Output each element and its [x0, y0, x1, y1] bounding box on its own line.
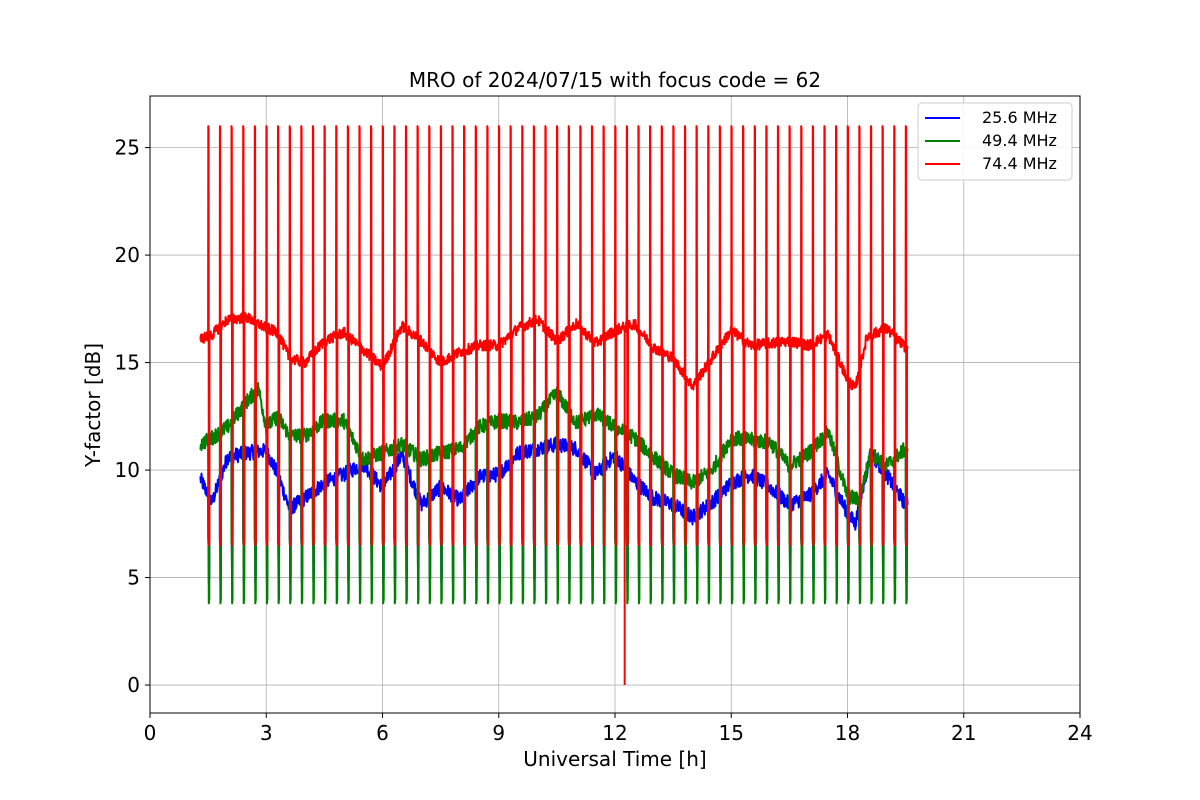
series-group: [199, 125, 909, 686]
x-axis-label: Universal Time [h]: [523, 747, 706, 771]
x-axis-ticks: 0 3 6 9 12 15 18 21 24: [144, 713, 1093, 745]
series-line: [199, 125, 909, 547]
x-tick-label: 21: [951, 721, 976, 745]
legend-label: 49.4 MHz: [982, 131, 1057, 150]
y-axis-ticks: 0 5 10 15 20 25: [115, 136, 150, 697]
legend-items: 25.6 MHz 49.4 MHz 74.4 MHz: [925, 108, 1057, 173]
y-axis-label: Y-factor [dB]: [81, 343, 105, 468]
chart-title: MRO of 2024/07/15 with focus code = 62: [409, 68, 821, 92]
y-tick-label: 15: [115, 351, 140, 375]
x-tick-label: 24: [1067, 721, 1092, 745]
y-tick-label: 10: [115, 458, 140, 482]
x-tick-label: 9: [492, 721, 505, 745]
y-tick-label: 20: [115, 243, 140, 267]
legend-label: 25.6 MHz: [982, 108, 1057, 127]
y-tick-label: 5: [127, 566, 140, 590]
legend: 25.6 MHz 49.4 MHz 74.4 MHz: [917, 102, 1073, 181]
series-line: [199, 436, 909, 583]
x-tick-label: 0: [144, 721, 157, 745]
x-tick-label: 15: [719, 721, 744, 745]
y-tick-label: 25: [115, 136, 140, 160]
legend-label: 74.4 MHz: [982, 154, 1057, 173]
series-line: [199, 381, 909, 605]
x-tick-label: 3: [260, 721, 273, 745]
legend-box: [917, 102, 1073, 181]
x-tick-label: 12: [602, 721, 627, 745]
x-tick-label: 6: [376, 721, 389, 745]
y-tick-label: 0: [127, 673, 140, 697]
x-tick-label: 18: [835, 721, 860, 745]
